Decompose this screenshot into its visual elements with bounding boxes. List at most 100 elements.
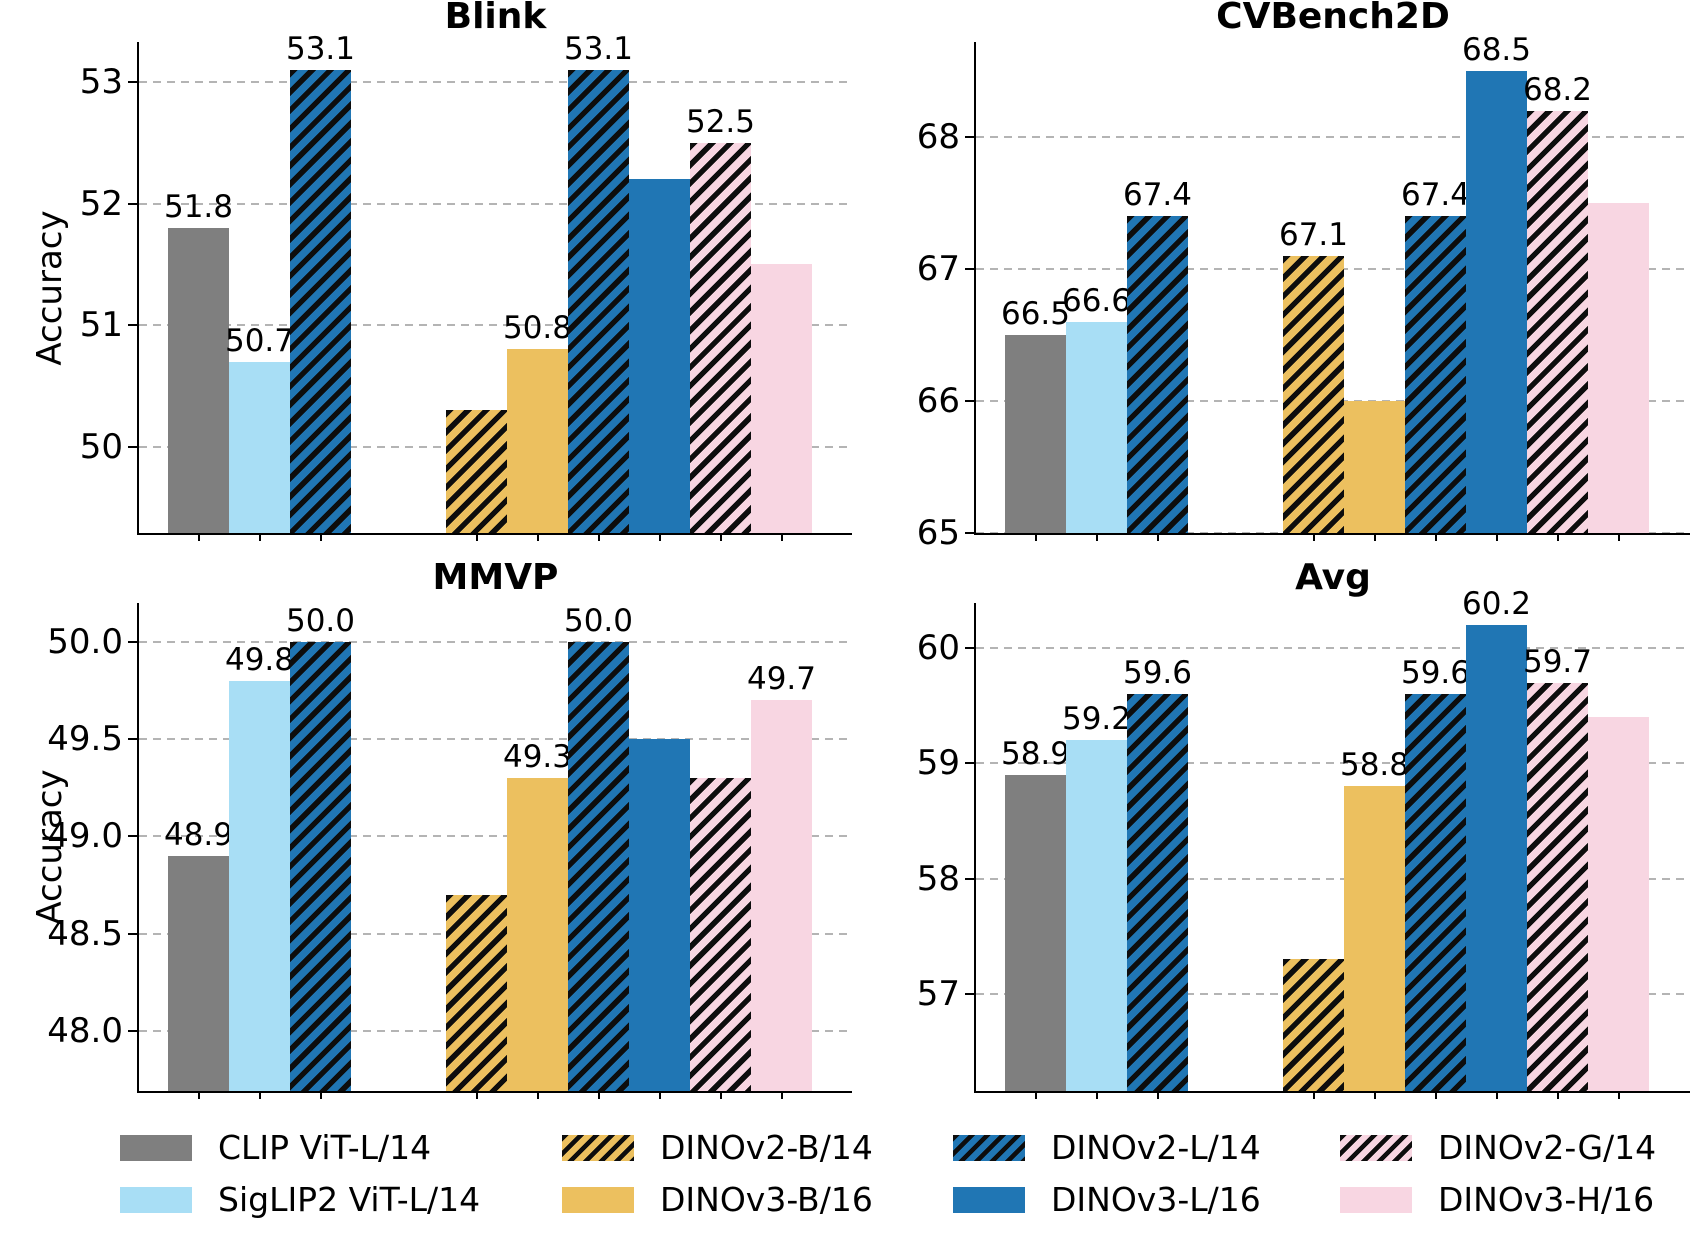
bar-dinov2-g-14: [690, 142, 751, 533]
chart-title-cvbench2d: CVBench2D: [1216, 0, 1450, 37]
legend-label: DINOv2-L/14: [1051, 1128, 1261, 1167]
bar-dinov2-l-14: [1405, 694, 1466, 1091]
y-tick-label: 60: [916, 627, 960, 668]
bar-value-label: 50.0: [285, 602, 356, 639]
bar-value-label: 50.0: [563, 602, 634, 639]
y-tick-mark: [965, 646, 974, 649]
x-tick-mark: [319, 1093, 322, 1099]
legend-entry-clip-vit-l-14: CLIP ViT-L/14: [120, 1130, 431, 1166]
bar-dinov3-h-16: [751, 700, 812, 1091]
bar-dinov3-l-16: [1466, 71, 1527, 533]
gridline: [139, 640, 852, 643]
bar-dinov3-b-16: [1344, 401, 1405, 533]
x-tick-mark: [1434, 1093, 1437, 1099]
legend-label: DINOv3-L/16: [1051, 1180, 1261, 1219]
bar-dinov2-g-14: [690, 777, 751, 1091]
x-tick-mark: [1617, 535, 1620, 541]
x-tick-mark: [475, 1093, 478, 1099]
y-tick-mark: [128, 1029, 137, 1032]
bar-dinov2-l-14: [290, 69, 351, 533]
bar-value-label: 68.2: [1522, 71, 1593, 108]
bar-dinov2-l-14: [1127, 694, 1188, 1091]
legend-label: DINOv3-H/16: [1438, 1180, 1655, 1219]
bar-value-label: 60.2: [1461, 585, 1532, 622]
bar-siglip2-vit-l-14: [229, 361, 290, 533]
x-tick-mark: [1034, 535, 1037, 541]
bar-dinov2-g-14: [1527, 682, 1588, 1091]
bar-value-label: 53.1: [563, 30, 634, 67]
x-tick-mark: [597, 1093, 600, 1099]
x-tick-mark: [536, 535, 539, 541]
gridline: [139, 202, 852, 205]
gridline: [139, 738, 852, 741]
legend-swatch: [953, 1135, 1025, 1161]
y-tick-mark: [128, 640, 137, 643]
bar-dinov2-b-14: [1283, 255, 1344, 533]
x-tick-mark: [1312, 1093, 1315, 1099]
bar-dinov3-h-16: [751, 264, 812, 533]
y-tick-label: 66: [916, 381, 960, 421]
x-tick-mark: [1095, 1093, 1098, 1099]
chart-title-avg: Avg: [1295, 557, 1371, 598]
x-tick-mark: [258, 535, 261, 541]
y-tick-label: 57: [916, 974, 960, 1015]
y-tick-mark: [128, 202, 137, 205]
bar-dinov3-h-16: [1588, 717, 1649, 1091]
x-tick-mark: [658, 1093, 661, 1099]
chart-cvbench2d: 65 66 67 68 66.5 66.6 67.4 67.1 67.4 68.5 68.2 CVBe…: [917, 0, 1690, 553]
y-tick-label: 49.0: [47, 816, 123, 857]
y-tick-mark: [128, 445, 137, 448]
x-tick-mark: [1312, 535, 1315, 541]
x-tick-mark: [719, 1093, 722, 1099]
y-tick-mark: [128, 738, 137, 741]
bar-value-label: 53.1: [285, 30, 356, 67]
y-tick-label: 48.5: [47, 913, 123, 954]
bar-value-label: 67.1: [1278, 216, 1349, 253]
axis-spine-bottom: [137, 1091, 852, 1093]
y-tick-label: 65: [916, 513, 960, 553]
y-tick-label: 52: [79, 183, 123, 224]
x-tick-mark: [780, 535, 783, 541]
y-tick-mark: [965, 762, 974, 765]
bar-dinov2-g-14: [1527, 110, 1588, 533]
bar-value-label: 66.6: [1061, 282, 1132, 319]
x-tick-mark: [1156, 535, 1159, 541]
x-tick-mark: [1617, 1093, 1620, 1099]
gridline: [976, 136, 1690, 139]
chart-title-mmvp: MMVP: [432, 557, 559, 598]
bar-value-label: 66.5: [1000, 296, 1071, 333]
bar-siglip2-vit-l-14: [1066, 740, 1127, 1091]
y-tick-mark: [965, 400, 974, 402]
legend-label: DINOv2-G/14: [1438, 1128, 1657, 1167]
axis-spine-bottom: [974, 1091, 1690, 1093]
bar-dinov3-b-16: [1344, 786, 1405, 1091]
legend-entry-dinov2-b-14: DINOv2-B/14: [562, 1130, 873, 1166]
bar-dinov3-l-16: [629, 739, 690, 1091]
x-tick-mark: [1156, 1093, 1159, 1099]
legend-label: DINOv3-B/16: [660, 1180, 873, 1219]
bar-value-label: 59.6: [1122, 655, 1193, 692]
gridline: [139, 81, 852, 84]
y-tick-mark: [128, 324, 137, 327]
bar-siglip2-vit-l-14: [229, 680, 290, 1091]
gridline: [976, 646, 1690, 649]
bar-value-label: 59.6: [1400, 655, 1471, 692]
y-tick-label: 50.0: [47, 621, 123, 662]
legend-entry-dinov3-h-16: DINOv3-H/16: [1340, 1182, 1654, 1218]
x-tick-mark: [658, 535, 661, 541]
bar-dinov2-b-14: [446, 410, 507, 533]
x-tick-mark: [1556, 1093, 1559, 1099]
x-tick-mark: [719, 535, 722, 541]
bar-clip-vit-l-14: [1005, 774, 1066, 1091]
x-tick-mark: [1495, 1093, 1498, 1099]
y-tick-mark: [965, 268, 974, 271]
y-tick-mark: [965, 136, 974, 139]
x-tick-mark: [1556, 535, 1559, 541]
legend-swatch: [120, 1187, 192, 1213]
bar-value-label: 50.7: [224, 322, 295, 359]
gridline: [139, 324, 852, 327]
legend-swatch: [953, 1187, 1025, 1213]
bar-dinov2-b-14: [446, 894, 507, 1091]
y-tick-label: 51: [79, 305, 123, 346]
